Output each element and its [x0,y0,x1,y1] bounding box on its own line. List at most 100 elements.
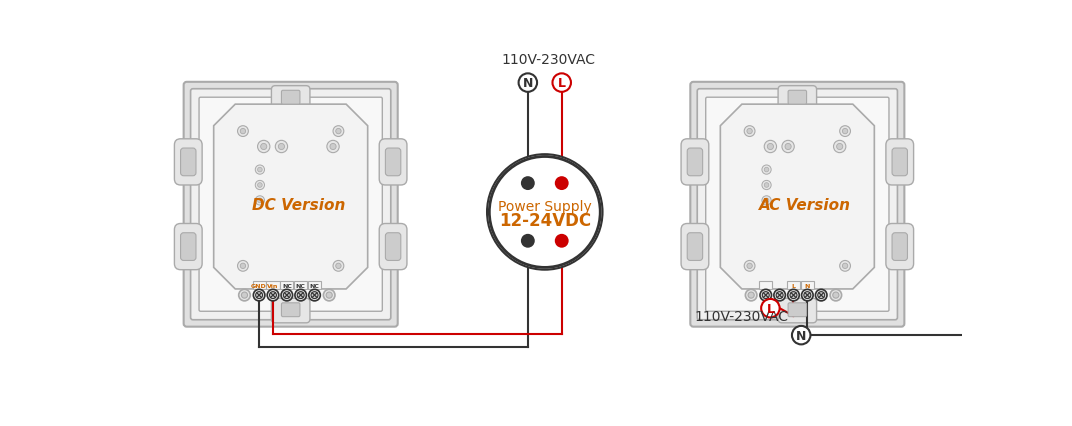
FancyBboxPatch shape [379,224,407,270]
Circle shape [774,290,786,301]
Circle shape [552,74,571,92]
Text: NC: NC [310,283,319,288]
Circle shape [336,264,341,269]
Circle shape [790,292,796,299]
Text: GND: GND [251,283,267,288]
Circle shape [762,292,770,299]
Circle shape [238,127,249,137]
FancyBboxPatch shape [681,224,709,270]
FancyBboxPatch shape [885,224,913,270]
Circle shape [330,144,337,150]
Circle shape [555,234,568,248]
Circle shape [295,290,307,301]
Circle shape [839,127,850,137]
FancyBboxPatch shape [175,139,203,186]
FancyBboxPatch shape [294,282,308,289]
FancyBboxPatch shape [801,282,814,289]
Text: 12-24VDC: 12-24VDC [498,211,591,229]
Circle shape [818,292,824,299]
Circle shape [521,177,535,190]
Circle shape [257,141,270,153]
Text: NC: NC [296,283,306,288]
FancyBboxPatch shape [788,303,806,317]
Polygon shape [720,105,875,289]
Circle shape [255,292,263,299]
Circle shape [276,141,287,153]
Circle shape [279,144,284,150]
FancyBboxPatch shape [253,282,266,289]
Text: N: N [523,77,533,90]
Circle shape [764,199,769,203]
FancyBboxPatch shape [386,233,401,261]
Text: 110V-230VAC: 110V-230VAC [502,53,596,67]
Circle shape [257,199,263,203]
FancyBboxPatch shape [191,89,391,320]
FancyBboxPatch shape [183,83,398,327]
FancyBboxPatch shape [199,98,383,311]
Polygon shape [213,105,368,289]
Circle shape [336,129,341,135]
Circle shape [260,144,267,150]
Circle shape [804,292,810,299]
Circle shape [745,290,757,301]
Circle shape [519,74,537,92]
FancyBboxPatch shape [180,149,196,176]
Circle shape [830,290,842,301]
Circle shape [521,234,535,248]
FancyBboxPatch shape [778,86,817,111]
FancyBboxPatch shape [690,83,905,327]
Circle shape [240,129,245,135]
Circle shape [816,290,827,301]
Circle shape [762,166,771,175]
Circle shape [267,290,279,301]
Circle shape [239,290,250,301]
Text: AC Version: AC Version [759,197,851,212]
Text: NC: NC [282,283,292,288]
Circle shape [744,127,755,137]
FancyBboxPatch shape [697,89,897,320]
FancyBboxPatch shape [787,282,800,289]
FancyBboxPatch shape [892,233,908,261]
Circle shape [333,261,344,272]
Circle shape [253,290,265,301]
FancyBboxPatch shape [271,86,310,111]
Circle shape [802,290,814,301]
Circle shape [776,292,783,299]
Circle shape [781,141,794,153]
Circle shape [839,261,850,272]
Circle shape [241,292,248,299]
FancyBboxPatch shape [280,282,294,289]
FancyBboxPatch shape [681,139,709,186]
Circle shape [843,129,848,135]
Circle shape [240,264,245,269]
Text: Vin: Vin [267,283,279,288]
Circle shape [257,183,263,188]
Circle shape [747,129,753,135]
FancyBboxPatch shape [759,282,772,289]
FancyBboxPatch shape [267,282,280,289]
FancyBboxPatch shape [892,149,908,176]
FancyBboxPatch shape [175,224,203,270]
FancyBboxPatch shape [788,91,806,105]
Circle shape [792,326,810,345]
Text: L: L [557,77,566,90]
Circle shape [788,290,800,301]
Circle shape [489,157,600,268]
Circle shape [333,127,344,137]
Text: N: N [796,329,806,342]
FancyBboxPatch shape [379,139,407,186]
Text: N: N [805,283,810,288]
FancyBboxPatch shape [282,303,300,317]
Circle shape [311,292,318,299]
Circle shape [324,290,334,301]
Circle shape [785,144,791,150]
FancyBboxPatch shape [778,299,817,323]
Circle shape [764,141,776,153]
Text: L: L [766,302,774,315]
Circle shape [281,290,293,301]
Circle shape [257,168,263,173]
FancyBboxPatch shape [282,91,300,105]
Circle shape [760,290,772,301]
Circle shape [834,141,846,153]
FancyBboxPatch shape [687,149,702,176]
